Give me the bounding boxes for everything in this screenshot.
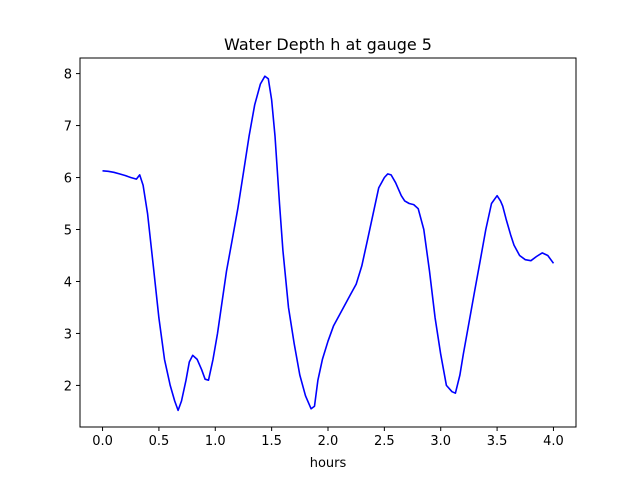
x-axis: 0.0 0.5 1.0 1.5 2.0 2.5 3.0 3.5 4.0 [92, 427, 564, 449]
x-tick-label: 2.0 [318, 434, 339, 449]
y-tick-label: 3 [64, 327, 72, 342]
x-tick-label: 0.5 [149, 434, 170, 449]
y-tick-label: 7 [64, 120, 72, 135]
y-tick-label: 6 [64, 172, 72, 187]
y-tick-label: 8 [64, 68, 72, 83]
series-line-water-depth [102, 75, 555, 412]
series-layer [102, 75, 555, 412]
x-tick-label: 3.5 [487, 434, 508, 449]
y-tick-label: 2 [64, 379, 72, 394]
y-tick-label: 4 [64, 275, 72, 290]
x-tick-label: 1.5 [261, 434, 282, 449]
x-tick-label: 1.0 [205, 434, 226, 449]
x-tick-label: 4.0 [543, 434, 564, 449]
x-tick-label: 0.0 [92, 434, 113, 449]
y-tick-label: 5 [64, 224, 72, 239]
x-tick-label: 3.0 [430, 434, 451, 449]
y-axis: 2 3 4 5 6 7 8 [64, 68, 80, 394]
x-axis-label: hours [310, 456, 347, 471]
x-tick-label: 2.5 [374, 434, 395, 449]
chart-title: Water Depth h at gauge 5 [224, 35, 432, 54]
